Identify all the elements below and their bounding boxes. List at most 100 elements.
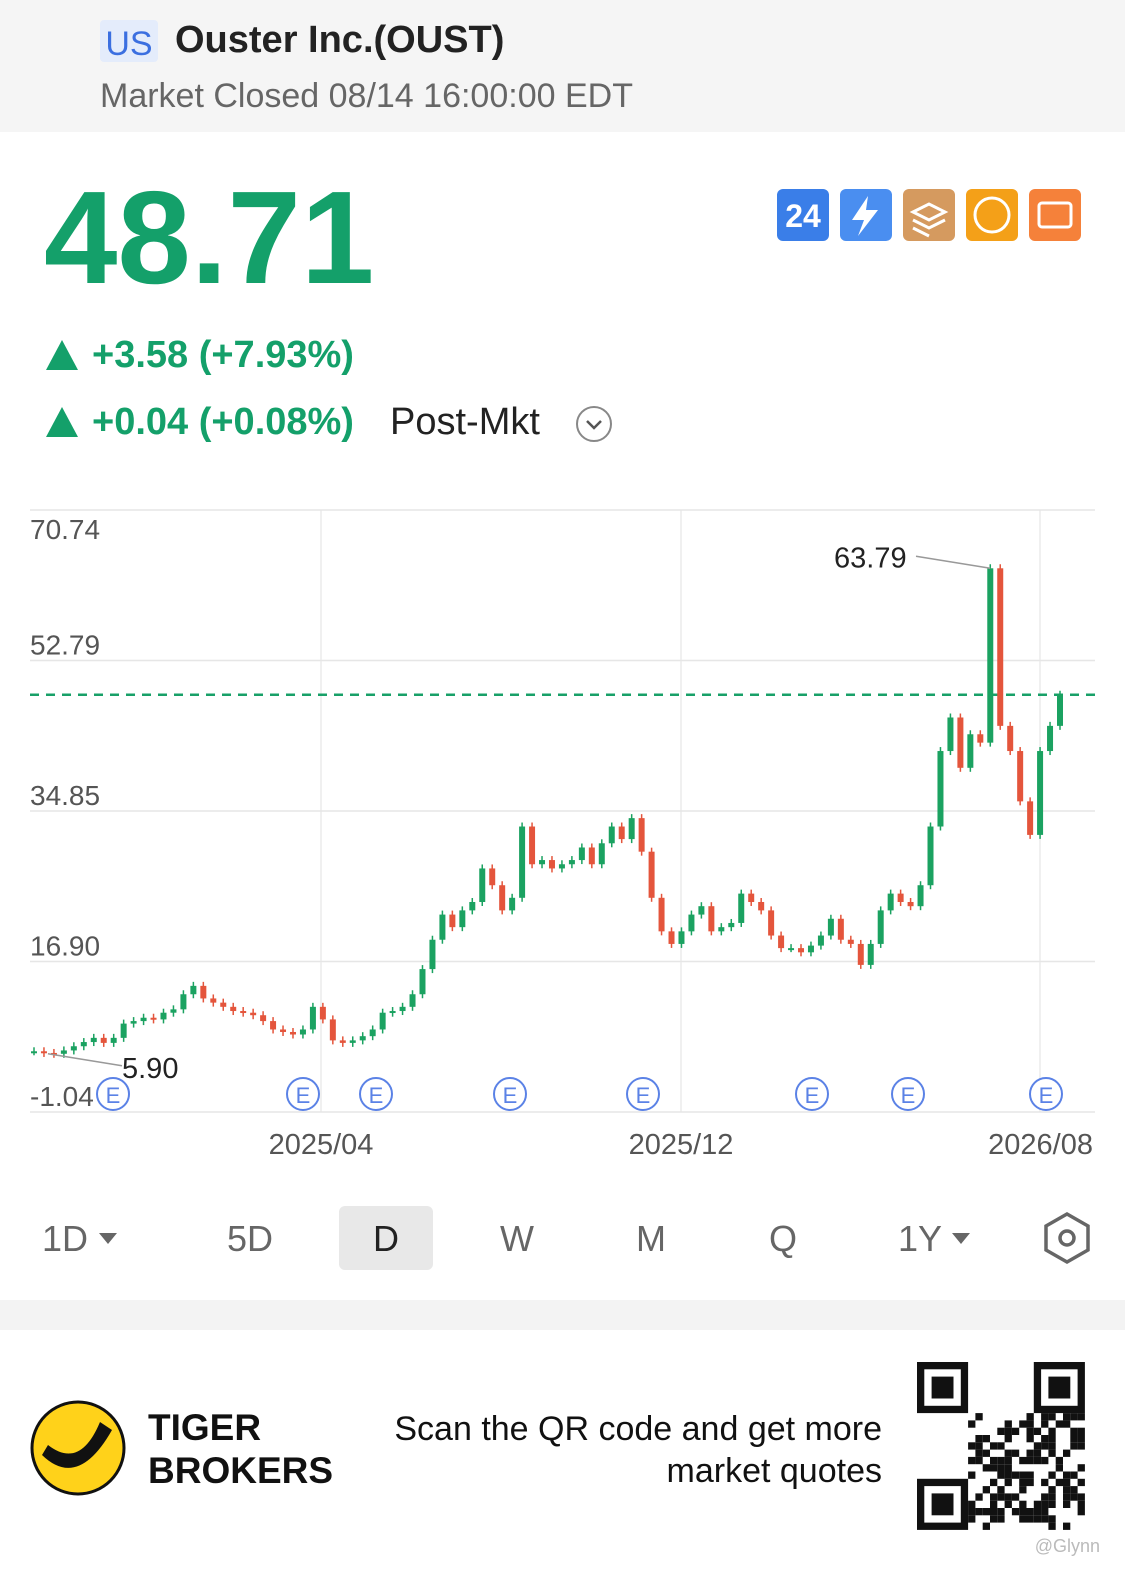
candle (489, 868, 496, 886)
qr-cell (1011, 1449, 1020, 1457)
low-label: 5.90 (122, 1053, 178, 1085)
qr-cell (1019, 1478, 1027, 1487)
qr-cell (1070, 1427, 1078, 1435)
candle (479, 868, 486, 902)
divider (0, 1300, 1125, 1330)
period[interactable]: M (636, 1218, 666, 1259)
qr-cell (1004, 1471, 1012, 1479)
candle (519, 826, 526, 898)
candle (409, 994, 416, 1007)
periods: 1D 5D D W M Q 1Y (42, 1218, 942, 1259)
candle (379, 1012, 386, 1030)
qr-cell (1048, 1449, 1056, 1457)
qr-cell (1063, 1449, 1071, 1457)
chart: 70.74 52.79 34.85 16.90 -1.04 2025/04 2025/12 2… (30, 509, 1095, 1161)
qr-cell (1041, 1478, 1049, 1487)
qr-cell (1004, 1420, 1012, 1428)
market-badge (100, 20, 158, 62)
candle (439, 914, 446, 940)
qr-cell (1041, 1508, 1049, 1516)
qr-cell (1004, 1478, 1012, 1487)
qr-cell (1011, 1427, 1020, 1435)
up-arrow (46, 407, 78, 437)
candle (359, 1036, 366, 1041)
qr-cell (990, 1493, 998, 1501)
candle (509, 897, 516, 911)
qr-finder-core (931, 1376, 954, 1399)
qr-cell (1063, 1486, 1071, 1494)
qr-cell (975, 1442, 983, 1450)
qr-cell (997, 1508, 1005, 1516)
bolt (852, 196, 878, 236)
period[interactable]: W (500, 1218, 534, 1259)
qr-cell (1004, 1464, 1012, 1472)
candle (807, 945, 814, 953)
qr-cell (997, 1515, 1005, 1523)
badge-24h[interactable] (777, 189, 829, 241)
candle (688, 914, 695, 932)
qr-cell (1048, 1493, 1056, 1501)
qr-cell (975, 1449, 983, 1457)
qr-cell (1026, 1413, 1034, 1421)
dollar-icon (973, 196, 1011, 234)
candle (309, 1006, 316, 1030)
candle (748, 893, 755, 902)
badge-ticket[interactable] (1029, 189, 1081, 241)
candle (150, 1017, 157, 1020)
qr-cell (997, 1442, 1005, 1450)
candle (1037, 751, 1044, 835)
period[interactable]: 5D (227, 1218, 273, 1259)
candle (758, 901, 765, 911)
qr-cell (1070, 1435, 1078, 1443)
price: 48.71 (44, 164, 374, 311)
candle (907, 901, 914, 907)
candle (877, 910, 884, 944)
earnings-marker (96, 1077, 130, 1111)
candle (200, 985, 207, 999)
earnings-label: E (636, 1083, 651, 1108)
qr-cell (968, 1508, 976, 1516)
qr-cell (1041, 1413, 1049, 1421)
candle (90, 1037, 97, 1043)
earnings-label: E (901, 1083, 916, 1108)
qr-cell (982, 1464, 990, 1472)
earnings-label: E (503, 1083, 518, 1108)
candle (588, 847, 595, 865)
qr-cell (1063, 1413, 1071, 1421)
up-arrow (46, 340, 78, 370)
qr-cell (1070, 1442, 1078, 1450)
qr-cell (1026, 1449, 1034, 1457)
candle (369, 1029, 376, 1037)
period[interactable]: 1D (42, 1218, 88, 1259)
qr-cell (1077, 1413, 1085, 1421)
candle (1007, 725, 1014, 752)
qr-cell (1026, 1420, 1034, 1428)
qr-cell (997, 1464, 1005, 1472)
qr-cell (1077, 1478, 1085, 1487)
badge-layers[interactable] (903, 189, 955, 241)
candle (768, 910, 775, 936)
earnings-marker (626, 1077, 660, 1111)
qr-code[interactable] (917, 1362, 1085, 1530)
qr-cell (968, 1456, 976, 1465)
candle (618, 826, 625, 840)
qr-cell (975, 1435, 983, 1443)
chevron (586, 420, 602, 430)
candle (100, 1037, 107, 1043)
qr-cell (968, 1442, 976, 1450)
logo-stripe (42, 1422, 112, 1468)
period[interactable]: Q (769, 1218, 797, 1259)
qr-cell (990, 1464, 998, 1472)
candle (60, 1050, 67, 1054)
period[interactable]: 1Y (898, 1218, 942, 1259)
settings[interactable] (1044, 1211, 1090, 1265)
settings-dot (1058, 1229, 1076, 1247)
qr-cell (1033, 1449, 1042, 1457)
period[interactable]: D (373, 1218, 399, 1259)
qr-cell (1048, 1471, 1056, 1479)
candle (957, 717, 964, 768)
post-toggle[interactable] (576, 406, 612, 442)
qr-cell (990, 1478, 998, 1487)
candle (190, 985, 197, 995)
candle (449, 914, 456, 928)
